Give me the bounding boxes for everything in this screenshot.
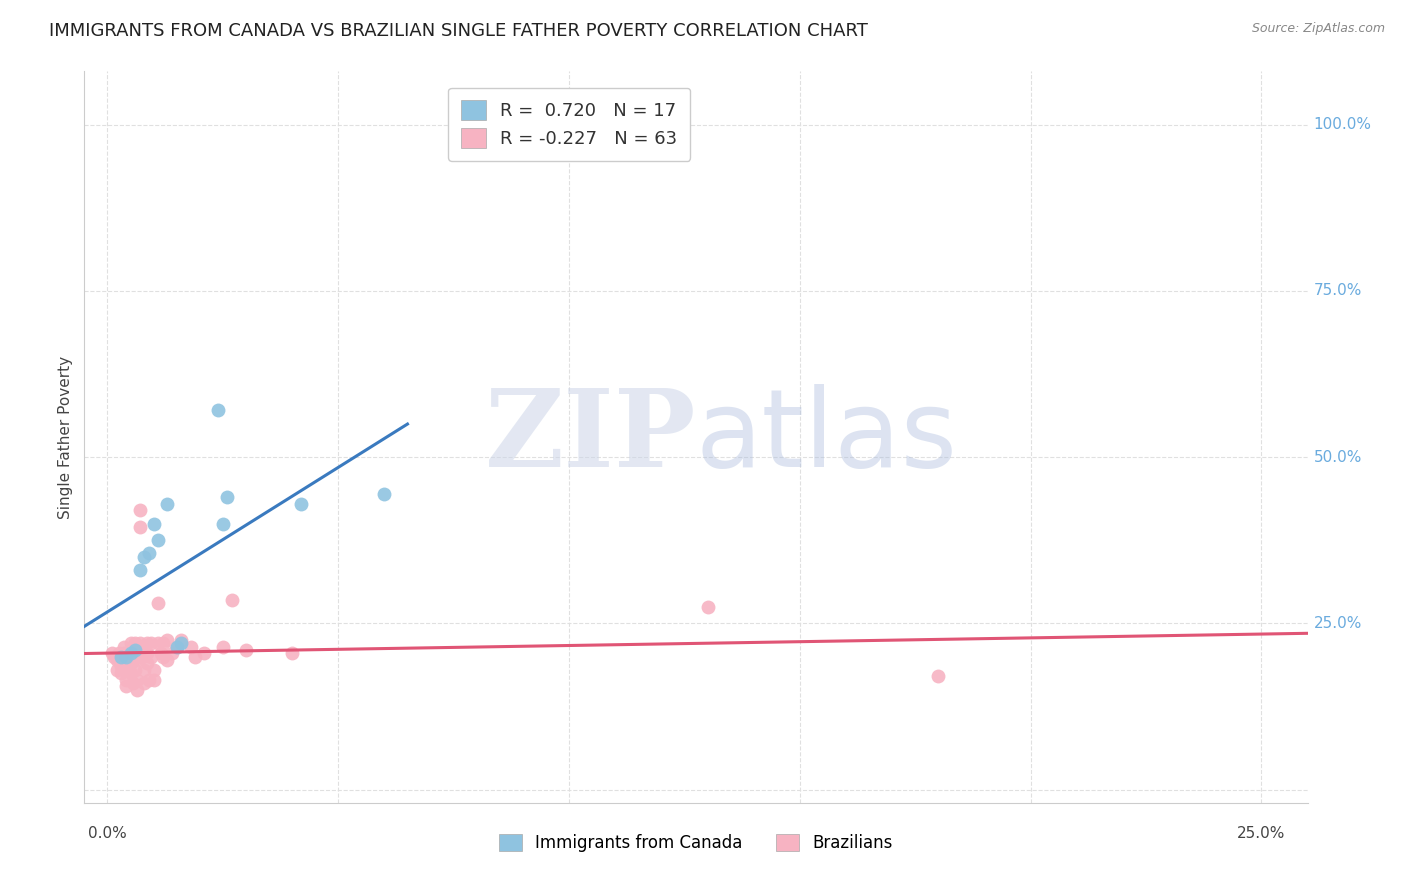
Point xyxy=(152,649,174,664)
Point xyxy=(120,646,142,660)
Point xyxy=(134,676,156,690)
Point xyxy=(142,516,165,531)
Point xyxy=(235,643,257,657)
Text: ZIP: ZIP xyxy=(485,384,696,490)
Point xyxy=(156,632,179,647)
Point xyxy=(120,636,142,650)
Point xyxy=(110,666,132,681)
Point xyxy=(170,636,193,650)
Point xyxy=(152,636,174,650)
Point xyxy=(166,640,188,654)
Text: atlas: atlas xyxy=(696,384,957,490)
Point xyxy=(217,490,239,504)
Point xyxy=(927,669,949,683)
Point xyxy=(112,649,135,664)
Point xyxy=(156,497,179,511)
Point xyxy=(281,646,304,660)
Point xyxy=(127,682,149,697)
Text: 50.0%: 50.0% xyxy=(1313,450,1362,465)
Point xyxy=(131,640,153,654)
Point xyxy=(101,646,124,660)
Point xyxy=(115,653,138,667)
Point xyxy=(160,646,183,660)
Point xyxy=(221,593,243,607)
Point xyxy=(103,649,125,664)
Point xyxy=(128,636,150,650)
Text: IMMIGRANTS FROM CANADA VS BRAZILIAN SINGLE FATHER POVERTY CORRELATION CHART: IMMIGRANTS FROM CANADA VS BRAZILIAN SING… xyxy=(49,22,868,40)
Point xyxy=(124,646,146,660)
Point xyxy=(149,646,172,660)
Point xyxy=(142,663,165,677)
Point xyxy=(124,636,146,650)
Point xyxy=(180,640,202,654)
Point xyxy=(135,636,157,650)
Point xyxy=(108,649,131,664)
Y-axis label: Single Father Poverty: Single Father Poverty xyxy=(58,356,73,518)
Point xyxy=(211,516,233,531)
Point xyxy=(115,680,138,694)
Point xyxy=(124,643,146,657)
Point xyxy=(108,646,131,660)
Point xyxy=(134,663,156,677)
Point xyxy=(128,520,150,534)
Point xyxy=(127,673,149,687)
Point xyxy=(120,656,142,670)
Point xyxy=(121,676,143,690)
Point xyxy=(120,653,142,667)
Point xyxy=(124,653,146,667)
Point xyxy=(105,663,128,677)
Point xyxy=(142,673,165,687)
Text: Source: ZipAtlas.com: Source: ZipAtlas.com xyxy=(1251,22,1385,36)
Point xyxy=(696,599,718,614)
Point xyxy=(138,673,160,687)
Text: 0.0%: 0.0% xyxy=(89,826,127,841)
Point xyxy=(156,653,179,667)
Point xyxy=(134,549,156,564)
Point xyxy=(135,656,157,670)
Point xyxy=(193,646,215,660)
Text: 25.0%: 25.0% xyxy=(1237,826,1285,841)
Point xyxy=(115,649,138,664)
Point xyxy=(290,497,312,511)
Text: 25.0%: 25.0% xyxy=(1313,615,1362,631)
Point xyxy=(207,403,229,417)
Point xyxy=(166,640,188,654)
Point xyxy=(141,636,163,650)
Point xyxy=(110,653,132,667)
Point xyxy=(120,646,142,660)
Point xyxy=(184,649,207,664)
Text: 100.0%: 100.0% xyxy=(1313,117,1372,132)
Point xyxy=(373,486,395,500)
Point xyxy=(115,663,138,677)
Point xyxy=(110,649,132,664)
Point xyxy=(115,673,138,687)
Point xyxy=(128,503,150,517)
Point xyxy=(128,649,150,664)
Point xyxy=(124,663,146,677)
Point xyxy=(112,640,135,654)
Point xyxy=(211,640,233,654)
Point xyxy=(110,659,132,673)
Point xyxy=(170,632,193,647)
Point xyxy=(148,533,170,548)
Point xyxy=(131,649,153,664)
Point xyxy=(105,653,128,667)
Point xyxy=(141,649,163,664)
Text: 75.0%: 75.0% xyxy=(1313,284,1362,298)
Point xyxy=(138,546,160,560)
Point xyxy=(112,646,135,660)
Legend: Immigrants from Canada, Brazilians: Immigrants from Canada, Brazilians xyxy=(491,825,901,860)
Point xyxy=(128,563,150,577)
Point xyxy=(148,596,170,610)
Point xyxy=(148,636,170,650)
Point xyxy=(135,646,157,660)
Point xyxy=(120,666,142,681)
